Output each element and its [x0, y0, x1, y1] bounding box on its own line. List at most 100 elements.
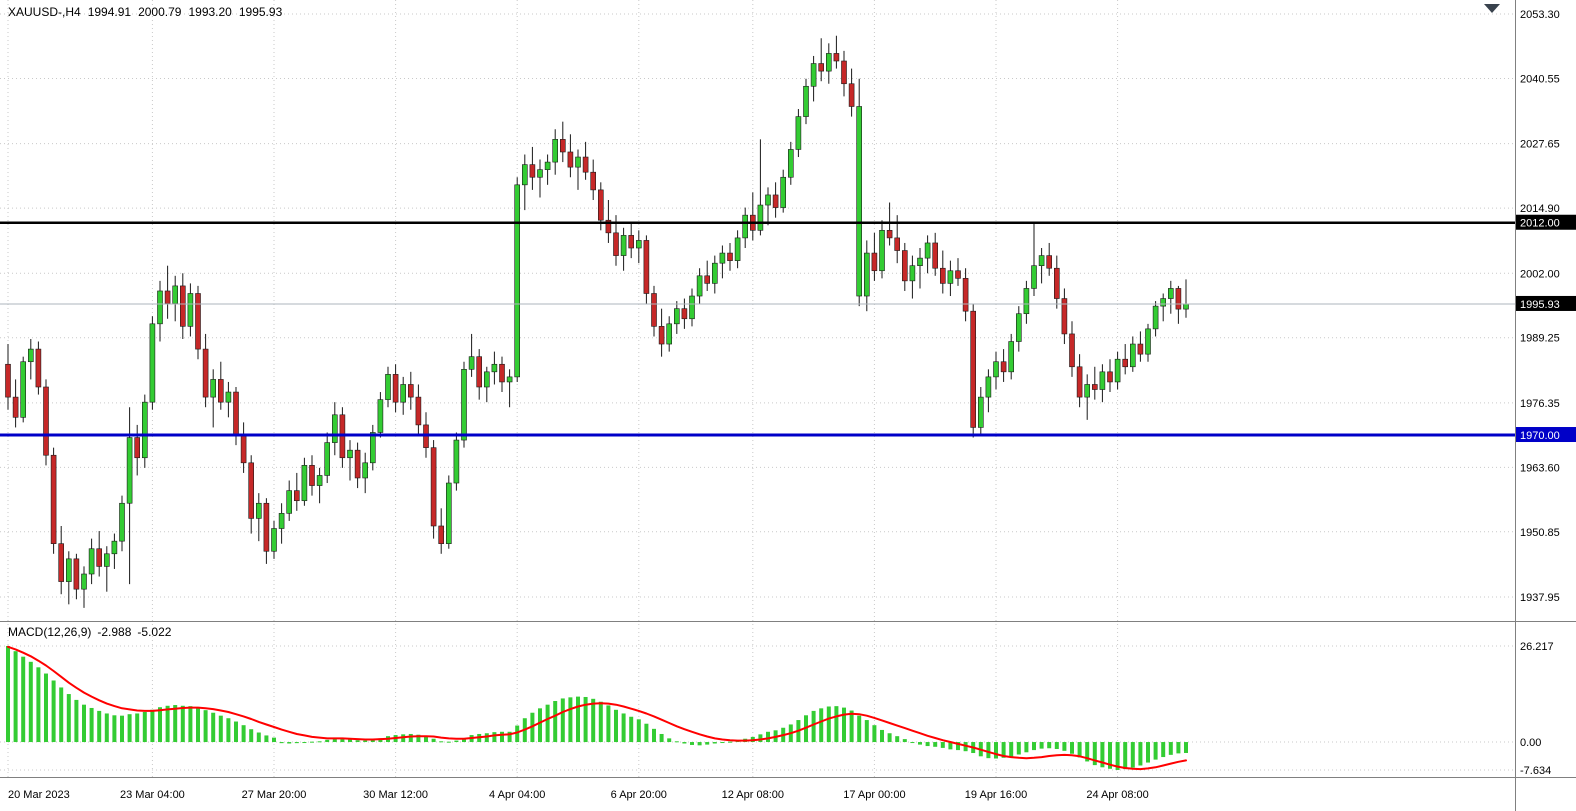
macd-histogram-bar — [249, 729, 254, 743]
macd-histogram-bar — [348, 739, 352, 743]
macd-histogram-bar — [1123, 742, 1128, 770]
macd-histogram-bar — [918, 742, 922, 745]
macd-histogram-bar — [36, 667, 41, 743]
macd-histogram-bar — [705, 742, 710, 745]
macd-histogram-bar — [211, 712, 216, 743]
macd-histogram-bar — [180, 705, 185, 743]
macd-histogram-bar — [1092, 742, 1097, 766]
hline-objects-layer — [0, 221, 1515, 437]
macd-histogram-bar — [439, 741, 444, 743]
price-tag-label: 2012.00 — [1520, 218, 1560, 230]
price-tick-label: 2053.30 — [1520, 9, 1560, 21]
macd-histogram-bar — [560, 698, 565, 743]
price-tag-label: 1970.00 — [1520, 430, 1560, 442]
macd-histogram-bar — [925, 742, 930, 747]
macd-histogram-bar — [1184, 742, 1188, 753]
macd-tick-label: 26.217 — [1520, 641, 1554, 653]
price-tick-label: 1937.95 — [1520, 592, 1560, 604]
macd-histogram-bar — [82, 704, 86, 743]
macd-histogram-bar — [834, 706, 839, 743]
macd-histogram-bar — [165, 705, 170, 743]
price-tick-label: 2027.65 — [1520, 139, 1560, 151]
macd-histogram-bar — [1062, 742, 1067, 751]
macd-histogram-bar — [553, 701, 558, 743]
macd-histogram-bar — [629, 716, 634, 743]
time-tick-label: 20 Mar 2023 — [8, 789, 70, 801]
macd-histogram-bar — [902, 739, 907, 743]
macd-histogram-bar — [431, 738, 436, 743]
macd-layer — [6, 645, 1188, 771]
macd-histogram-bar — [462, 738, 466, 743]
macd-histogram-bar — [674, 741, 679, 743]
macd-histogram-bar — [1024, 742, 1029, 753]
macd-histogram-bar — [1100, 742, 1105, 768]
macd-histogram-bar — [1176, 742, 1181, 754]
macd-histogram-bar — [819, 708, 824, 743]
macd-histogram-bar — [1077, 742, 1082, 758]
macd-histogram-bar — [340, 739, 345, 743]
macd-histogram-bar — [446, 741, 451, 743]
macd-tick-label: -7.634 — [1520, 765, 1551, 777]
macd-histogram-bar — [378, 738, 383, 743]
macd-histogram-bar — [1161, 742, 1166, 758]
macd-histogram-bar — [583, 696, 588, 743]
macd-histogram-bar — [880, 729, 884, 743]
macd-histogram-bar — [424, 736, 428, 743]
price-tick-label: 2002.00 — [1520, 268, 1560, 280]
macd-signal-line — [7, 645, 1187, 771]
macd-histogram-bar — [538, 708, 542, 743]
macd-histogram-bar — [317, 741, 322, 743]
macd-histogram-bar — [1001, 742, 1006, 758]
macd-histogram-bar — [203, 710, 208, 743]
price-tick-label: 1976.35 — [1520, 398, 1560, 410]
macd-histogram-bar — [454, 740, 459, 743]
macd-histogram-bar — [6, 646, 10, 743]
chart-shift-marker-icon[interactable] — [1484, 4, 1500, 13]
macd-histogram-bar — [1039, 742, 1044, 749]
macd-histogram-bar — [363, 740, 368, 743]
macd-histogram-bar — [568, 697, 573, 743]
macd-histogram-bar — [728, 741, 732, 743]
macd-histogram-bar — [59, 687, 64, 743]
candles-layer — [5, 35, 1189, 608]
macd-histogram-bar — [857, 715, 862, 743]
price-tick-label: 1950.85 — [1520, 527, 1560, 539]
price-tag-label: 1995.93 — [1520, 299, 1560, 311]
macd-histogram-bar — [515, 725, 520, 743]
macd-histogram-bar — [842, 707, 846, 743]
macd-histogram-bar — [986, 742, 991, 759]
macd-histogram-bar — [948, 742, 953, 750]
macd-histogram-bar — [872, 725, 877, 743]
macd-histogram-bar — [325, 739, 330, 743]
macd-histogram-bar — [294, 742, 299, 744]
macd-histogram-bar — [173, 705, 178, 743]
macd-histogram-bar — [279, 742, 284, 744]
macd-histogram-bar — [644, 723, 649, 743]
macd-histogram-bar — [310, 741, 314, 743]
macd-histogram-bar — [598, 701, 603, 743]
macd-histogram-bar — [150, 709, 155, 743]
macd-histogram-bar — [1054, 742, 1059, 749]
macd-histogram-bar — [272, 737, 276, 743]
macd-histogram-bar — [21, 656, 26, 743]
macd-histogram-bar — [256, 732, 261, 743]
macd-histogram-bar — [667, 738, 672, 743]
macd-signal-value: -5.022 — [137, 625, 172, 639]
macd-histogram-bar — [1070, 742, 1074, 754]
macd-histogram-bar — [1115, 742, 1120, 770]
macd-histogram-bar — [1009, 742, 1014, 757]
open-value: 1994.91 — [87, 5, 132, 19]
time-tick-label: 6 Apr 20:00 — [611, 789, 667, 801]
close-value: 1995.93 — [238, 5, 283, 19]
macd-histogram-bar — [89, 707, 94, 743]
macd-histogram-bar — [158, 707, 162, 743]
macd-histogram-bar — [13, 651, 18, 743]
macd-histogram-bar — [484, 733, 489, 743]
time-tick-label: 30 Mar 12:00 — [363, 789, 428, 801]
macd-histogram-bar — [956, 742, 960, 751]
macd-histogram-bar — [849, 710, 854, 743]
macd-histogram-bar — [66, 694, 71, 743]
